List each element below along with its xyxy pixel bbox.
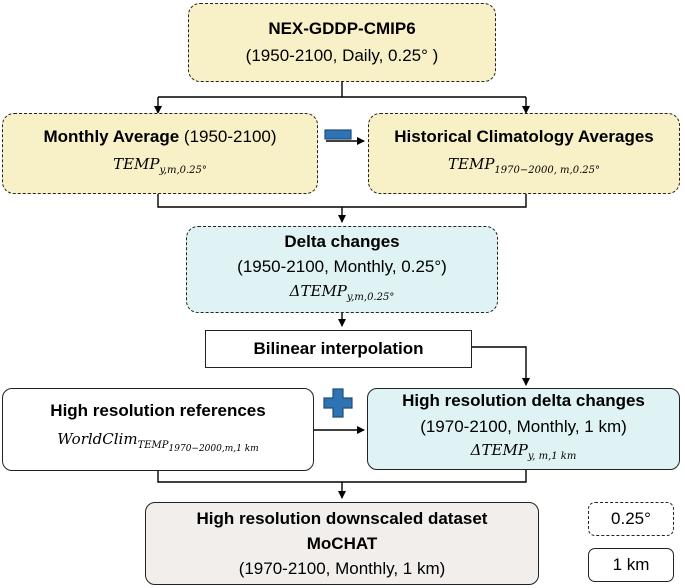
delta-subtitle: (1950-2100, Monthly, 0.25°) <box>237 256 447 276</box>
monthly-heading: Monthly Average (1950-2100) <box>43 126 276 148</box>
monthly-average-box: Monthly Average (1950-2100) TEMPy,m,0.25… <box>2 113 318 194</box>
source-box: NEX-GDDP-CMIP6 (1950-2100, Daily, 0.25° … <box>188 3 496 82</box>
monthly-var: TEMP <box>113 154 160 173</box>
historical-var: TEMP <box>448 154 495 173</box>
final-subtitle: (1970-2100, Monthly, 1 km) <box>238 558 446 578</box>
monthly-years: (1950-2100) <box>179 126 277 146</box>
legend-dashed: 0.25° <box>588 502 674 536</box>
reference-sub-var: TEMP <box>137 439 169 451</box>
connector-merge <box>157 194 527 208</box>
legend-solid: 1 km <box>588 548 674 582</box>
delta-changes-box: Delta changes (1950-2100, Monthly, 0.25°… <box>186 226 498 313</box>
historical-formula: TEMP1970−2000, m,0.25° <box>448 153 600 182</box>
final-dataset-box: High resolution downscaled dataset MoCHA… <box>145 502 539 585</box>
historical-sub: 1970−2000, m,0.25° <box>494 164 600 176</box>
hr-delta-subtitle: (1970-2100, Monthly, 1 km) <box>420 417 627 436</box>
hr-delta-title: High resolution delta changes <box>402 391 645 410</box>
hr-delta-changes-box: High resolution delta changes (1970-2100… <box>367 388 680 470</box>
reference-formula: WorldClimTEMP1970−2000,m,1 km <box>57 428 258 460</box>
reference-sub-sub: 1970−2000,m,1 km <box>168 443 259 454</box>
source-subtitle: (1950-2100, Daily, 0.25° ) <box>245 46 439 65</box>
final-name: MoCHAT <box>306 533 378 553</box>
monthly-sub: y,m,0.25° <box>159 164 207 176</box>
reference-box: High resolution references WorldClimTEMP… <box>2 388 314 471</box>
delta-var: ΔTEMP <box>289 281 347 300</box>
monthly-formula: TEMPy,m,0.25° <box>113 153 207 182</box>
connector-merge-final <box>157 470 527 483</box>
delta-formula: ΔTEMPy,m,0.25° <box>290 280 395 309</box>
minus-icon <box>324 129 352 140</box>
historical-climatology-box: Historical Climatology Averages TEMP1970… <box>368 113 680 194</box>
hr-delta-sub: y, m,1 km <box>527 451 577 462</box>
bilinear-label: Bilinear interpolation <box>253 339 424 358</box>
source-title: NEX-GDDP-CMIP6 <box>268 19 416 38</box>
bilinear-interpolation-box: Bilinear interpolation <box>205 330 472 368</box>
delta-sub: y,m,0.25° <box>346 291 395 303</box>
legend-dashed-label: 0.25° <box>611 509 651 528</box>
reference-title: High resolution references <box>50 400 266 420</box>
reference-var: WorldClim <box>57 429 138 448</box>
legend-solid-label: 1 km <box>612 555 650 574</box>
hr-delta-formula: ΔTEMPy, m,1 km <box>471 439 577 468</box>
monthly-title: Monthly Average <box>43 126 180 146</box>
final-title: High resolution downscaled dataset <box>196 508 488 528</box>
delta-title: Delta changes <box>284 231 400 251</box>
hr-delta-var: ΔTEMP <box>470 441 528 459</box>
plus-icon <box>323 388 353 418</box>
historical-title: Historical Climatology Averages <box>394 126 654 146</box>
arrow-to-hr-delta <box>472 346 530 386</box>
